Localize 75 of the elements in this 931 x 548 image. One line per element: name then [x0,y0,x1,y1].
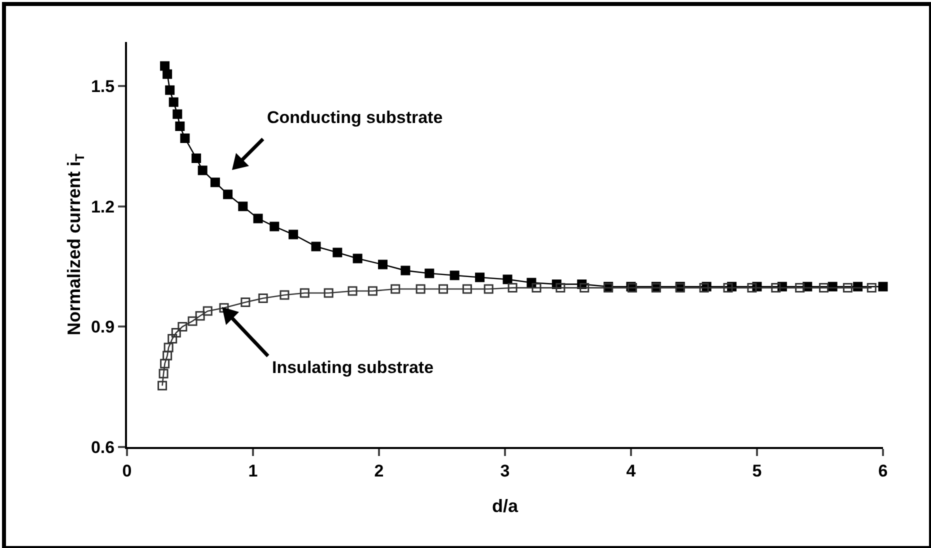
point [178,322,188,332]
point [723,283,733,293]
x-tick-label: 2 [374,461,384,480]
point [556,283,566,293]
point [280,290,290,300]
point [378,260,388,270]
point [180,133,190,143]
point [175,121,185,131]
point [400,266,410,276]
x-tick-label: 0 [122,461,132,480]
point [168,334,178,344]
point [162,350,172,360]
point [842,283,852,293]
point [171,328,181,338]
point [162,69,172,79]
point [223,190,233,200]
point [475,272,485,282]
point [348,286,358,296]
point [450,270,460,280]
point [188,316,198,326]
annotation: Conducting substrate [267,108,443,127]
point [795,283,805,293]
point [416,284,426,294]
point [462,284,472,294]
y-tick-label: 1.5 [90,77,115,96]
point [771,283,781,293]
point [164,342,174,352]
point [253,214,263,224]
point [324,288,334,298]
point [192,154,202,164]
point [210,178,220,188]
point [202,306,212,316]
point [352,254,362,264]
point [368,286,378,296]
point [580,283,590,293]
point [195,311,205,321]
point [484,284,494,294]
point [270,222,280,232]
point [532,283,542,293]
x-axis-title: d/a [492,496,519,516]
point [219,303,229,313]
point [699,283,709,293]
point [160,358,170,368]
point [198,166,208,176]
x-tick-label: 3 [500,461,510,480]
point [747,283,757,293]
point [258,293,268,303]
point [238,202,248,212]
point [300,288,310,298]
point [240,297,250,307]
point [288,230,298,240]
point [158,380,168,390]
point [502,274,512,284]
point [165,85,175,95]
annotation: Insulating substrate [272,358,434,377]
point [332,248,342,258]
point [878,282,888,292]
y-tick-label: 0.6 [90,438,115,457]
point [158,368,168,378]
point [819,283,829,293]
point [390,284,400,294]
point [311,242,321,252]
point [160,61,170,71]
x-tick-label: 5 [752,461,762,480]
y-tick-label: 0.9 [90,318,115,337]
point [172,109,182,119]
point [424,268,434,278]
point [866,283,876,293]
x-tick-label: 6 [878,461,888,480]
x-tick-label: 1 [248,461,258,480]
point [438,284,448,294]
y-tick-label: 1.2 [90,197,115,216]
point [508,283,518,293]
x-tick-label: 4 [626,461,636,480]
point [168,97,178,107]
